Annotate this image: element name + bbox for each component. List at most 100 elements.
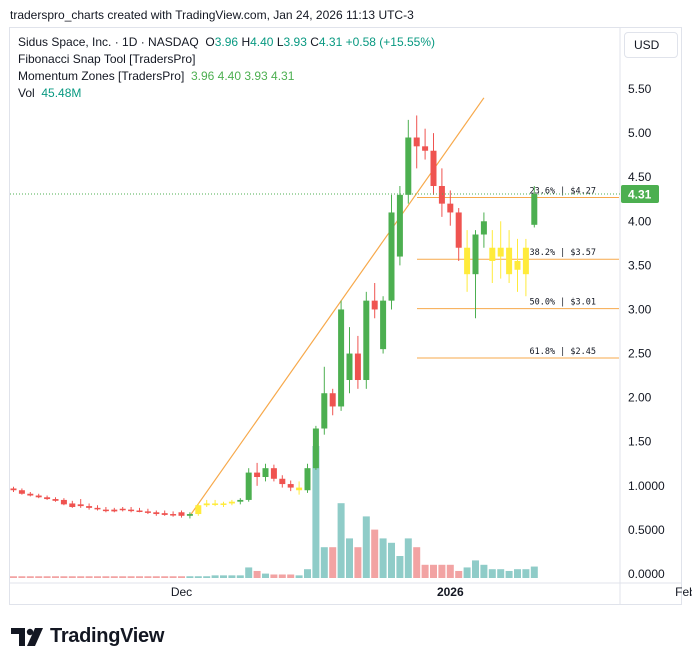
- candle-body: [86, 506, 93, 508]
- candle-body: [296, 487, 303, 491]
- volume-bar: [270, 574, 278, 578]
- volume-bar: [480, 564, 488, 578]
- volume-bar: [287, 574, 295, 578]
- volume-bar: [329, 547, 337, 578]
- candle-body: [304, 468, 311, 491]
- volume-bar: [161, 576, 169, 578]
- volume-bar: [413, 547, 421, 578]
- volume-bar: [144, 576, 152, 578]
- candle-body: [270, 468, 277, 479]
- last-price-tag: [621, 184, 659, 203]
- candle-body: [396, 194, 403, 257]
- legend-symbol-line[interactable]: Sidus Space, Inc. · 1D · NASDAQ O3.96 H4…: [18, 35, 435, 49]
- candle-body: [287, 484, 294, 488]
- last-price-label: 4.31: [628, 187, 652, 201]
- candle-body: [18, 490, 25, 494]
- candle-body: [338, 309, 345, 407]
- volume-bar: [102, 576, 110, 578]
- volume-bar: [278, 574, 286, 578]
- candle-body: [77, 504, 84, 507]
- candle-body: [346, 353, 353, 381]
- volume-bar: [178, 576, 185, 578]
- volume-bar: [253, 570, 261, 578]
- candle-body: [279, 478, 286, 485]
- volume-bar: [236, 575, 244, 578]
- volume-bar: [505, 570, 513, 578]
- fib-level-label: 23.6% | $4.27: [529, 186, 596, 196]
- candle-body: [220, 503, 227, 505]
- volume-bar: [136, 576, 143, 578]
- volume-bar: [127, 576, 135, 578]
- candle-body: [254, 472, 261, 478]
- volume-bar: [304, 569, 311, 578]
- candle-body: [228, 501, 235, 504]
- volume-bar: [77, 576, 85, 578]
- candle-body: [186, 514, 193, 516]
- legend-high-value: 4.40: [250, 35, 274, 49]
- volume-bar: [228, 575, 236, 578]
- legend-open-value: 3.96: [214, 35, 239, 49]
- chart-frame[interactable]: [9, 27, 682, 605]
- legend-close-value: 4.31: [318, 35, 343, 49]
- volume-bar: [455, 570, 463, 578]
- y-axis-tick-label: 4.50: [628, 170, 652, 184]
- volume-bar: [52, 576, 59, 578]
- volume-bar: [404, 538, 412, 578]
- legend-indicator-momentum[interactable]: Momentum Zones [TradersPro] 3.96 4.40 3.…: [18, 69, 294, 83]
- volume-bar: [262, 573, 269, 578]
- volume-bar: [421, 564, 429, 578]
- legend-close-label: C: [310, 35, 319, 49]
- candle-body: [321, 393, 328, 429]
- candle-body: [203, 503, 210, 506]
- candle-body: [329, 393, 336, 407]
- legend-volume-value: 45.48M: [41, 86, 82, 100]
- tradingview-wordmark: TradingView: [50, 625, 165, 647]
- volume-bar: [362, 516, 370, 578]
- volume-bar: [396, 556, 404, 578]
- volume-bar: [379, 538, 387, 578]
- volume-bar: [472, 560, 479, 578]
- fib-level-label: 61.8% | $2.45: [529, 347, 596, 357]
- legend-volume[interactable]: Vol 45.48M: [18, 86, 81, 100]
- y-axis-tick-label: 2.50: [628, 347, 652, 361]
- volume-bar: [211, 575, 219, 578]
- candle-body: [430, 150, 437, 187]
- candle-body: [170, 514, 177, 516]
- legend-symbol: Sidus Space, Inc. · 1D · NASDAQ: [18, 35, 199, 49]
- candle-body: [119, 508, 126, 511]
- candle-body: [371, 300, 378, 310]
- volume-bar: [522, 569, 530, 578]
- y-axis-tick-label: 0.5000: [628, 523, 665, 537]
- candle-body: [455, 212, 462, 248]
- tradingview-logo-icon[interactable]: [11, 626, 47, 648]
- volume-bar: [169, 576, 177, 578]
- candle-body: [514, 260, 521, 270]
- candle-body: [212, 503, 219, 505]
- volume-bar: [488, 569, 496, 578]
- volume-bar: [438, 564, 446, 578]
- volume-bar: [186, 576, 194, 578]
- candle-body: [69, 503, 76, 507]
- candle-body: [27, 493, 34, 496]
- legend-indicator-momentum-values: 3.96 4.40 3.93 4.31: [190, 69, 295, 83]
- candle-body: [405, 137, 412, 195]
- volume-bar: [295, 575, 303, 578]
- candle-body: [94, 507, 101, 510]
- y-axis-tick-label: 1.0000: [628, 479, 665, 493]
- volume-bar: [388, 542, 395, 578]
- legend-indicator-fib[interactable]: Fibonacci Snap Tool [TradersPro]: [18, 52, 196, 66]
- legend-low-label: L: [276, 35, 284, 49]
- candle-body: [195, 505, 202, 515]
- currency-button[interactable]: USD: [624, 32, 678, 58]
- candle-body: [464, 247, 471, 275]
- candle-body: [422, 146, 429, 151]
- fib-level-label: 38.2% | $3.57: [529, 248, 596, 258]
- y-axis-tick-label: 4.00: [628, 214, 652, 228]
- candle-body: [35, 495, 42, 498]
- candle-body: [497, 247, 504, 257]
- volume-bar: [18, 576, 26, 578]
- volume-bar: [430, 564, 437, 578]
- candle-body: [111, 509, 118, 512]
- candle-body: [262, 468, 269, 478]
